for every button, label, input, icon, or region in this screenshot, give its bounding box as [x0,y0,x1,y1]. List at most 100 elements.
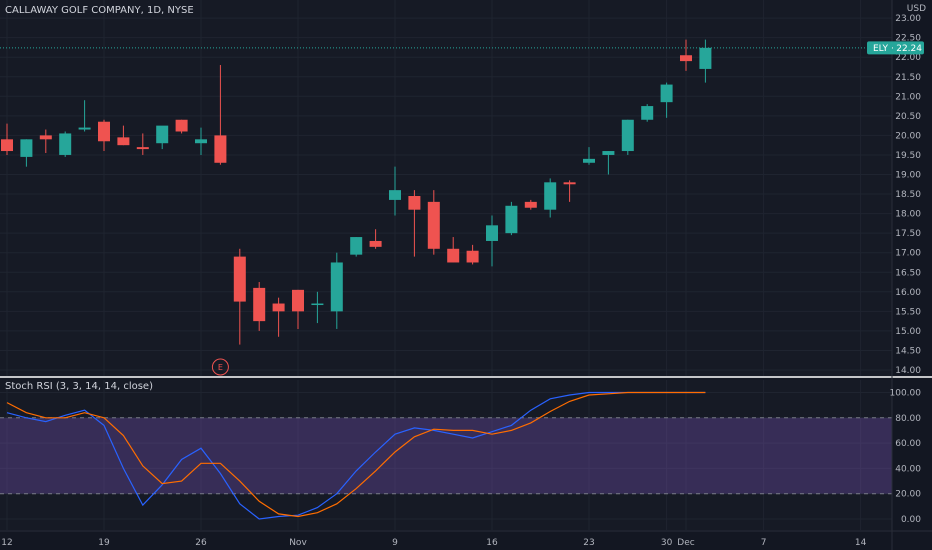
time-axis[interactable]: 12 19 26 Nov 9 16 23 30 Dec 7 14 [1,538,866,548]
price-tick-label: 17.50 [895,229,921,239]
candle-up [641,104,654,122]
candle-down [39,129,52,153]
oscillator-tick-label: 100.00 [890,389,922,399]
candle-body [641,106,654,120]
candle-body [680,55,692,62]
oscillator-tick-label: 80.00 [895,414,921,424]
stoch-rsi-lines [6,391,706,520]
date-tick-label: 30 [661,538,673,548]
candle-down [98,119,110,152]
candle-up [544,178,557,218]
candles [1,39,712,345]
candle-body [544,182,557,210]
candle-down [272,297,285,337]
price-tick-label: 18.00 [895,210,921,220]
candle-down [427,190,440,255]
candle-body [621,119,634,152]
candle-body [175,119,188,132]
candle-body [233,256,246,302]
candle-up [699,39,712,83]
candle-body [98,121,110,142]
candle-body [660,84,673,103]
price-tick-label: 21.50 [895,73,921,83]
earnings-letter: E [218,363,223,372]
candle-body [408,196,421,210]
main-grid [0,0,892,376]
candle-body [195,139,207,144]
oscillator-grid [0,380,892,530]
candle-down [175,119,188,134]
candle-body [583,158,595,163]
candle-body [602,151,615,155]
date-tick-label: Nov [289,538,307,548]
candle-up [195,127,207,155]
candle-body [350,237,363,255]
oscillator-tick-label: 60.00 [895,439,921,449]
candle-down [292,289,304,329]
price-tick-label: 16.50 [895,268,921,278]
oscillator-tick-label: 40.00 [895,464,921,474]
candle-body [136,147,149,150]
candle-up [330,252,343,329]
badge-separator: · [891,44,894,54]
price-tick-label: 16.00 [895,288,921,298]
badge-price: 22.24 [896,44,922,54]
candle-down [214,65,227,165]
indicator-pane[interactable] [0,380,892,530]
candle-down [369,229,382,249]
price-tick-label: 14.00 [895,366,921,376]
date-tick-label: 19 [98,538,110,548]
candle-up [486,215,498,267]
oscillator-axis[interactable]: 0.00 20.00 40.00 60.00 80.00 100.00 [890,389,922,526]
candle-up [621,119,634,155]
candle-up [78,100,91,132]
oscillator-tick-label: 0.00 [901,515,921,525]
candle-down [524,199,537,210]
earnings-marker[interactable]: E [211,358,229,376]
candle-body [311,303,324,306]
candle-body [292,289,304,312]
price-tick-label: 18.50 [895,190,921,200]
candle-down [563,180,576,202]
price-tick-label: 23.00 [895,14,921,24]
oscillator-tick-label: 20.00 [895,490,921,500]
price-tick-label: 14.50 [895,346,921,356]
price-tick-label: 21.00 [895,92,921,102]
candle-body [1,139,13,152]
price-tick-label: 20.00 [895,131,921,141]
candle-body [39,135,52,140]
main-pane[interactable] [0,0,892,376]
candle-body [253,287,266,322]
candle-body [389,190,401,200]
currency-label: USD [907,4,926,14]
price-tick-label: 15.00 [895,327,921,337]
date-tick-label: Dec [677,538,694,548]
candle-up [350,237,363,257]
candle-up [389,166,401,216]
date-tick-label: 26 [195,538,207,548]
candle-body [78,127,91,130]
symbol-title: CALLAWAY GOLF COMPANY, 1D, NYSE [5,5,194,16]
price-tick-label: 19.50 [895,151,921,161]
candle-down [253,282,266,331]
price-axis[interactable]: 14.00 14.50 15.00 15.50 16.00 16.50 17.00 17.50… [895,14,921,376]
candle-down [136,133,149,155]
candle-down [117,125,130,146]
badge-ticker: ELY [873,44,889,54]
candle-body [505,205,518,234]
candle-up [20,139,33,167]
candle-body [330,262,343,312]
stoch-band-fill [0,417,892,494]
candle-body [486,225,498,241]
indicator-label: Stoch RSI (3, 3, 14, 14, close) [5,381,153,392]
candle-up [311,291,324,324]
candle-up [505,201,518,236]
last-price-badge: ELY · 22.24 [867,41,924,55]
candle-body [466,250,479,263]
candle-up [156,125,169,150]
price-tick-label: 17.00 [895,249,921,259]
date-tick-label: 23 [583,538,594,548]
date-tick-label: 7 [761,538,767,548]
candle-body [427,201,440,249]
